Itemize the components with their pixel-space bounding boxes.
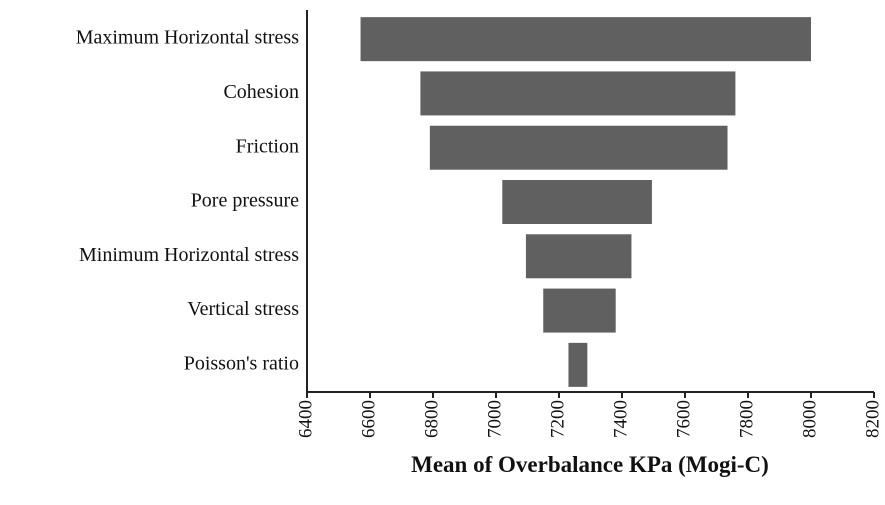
x-tick-label: 7600 (673, 400, 694, 438)
bar (543, 288, 616, 333)
x-tick-label: 6400 (295, 400, 316, 438)
bar (429, 125, 728, 170)
x-tick-label: 7200 (547, 400, 568, 438)
bar (525, 234, 632, 279)
x-axis-title: Mean of Overbalance KPa (Mogi-C) (411, 452, 769, 477)
y-tick-label: Poisson's ratio (184, 352, 299, 374)
bar (360, 17, 811, 62)
y-tick-label: Cohesion (223, 81, 299, 103)
y-tick-label: Friction (236, 135, 299, 157)
y-tick-label: Minimum Horizontal stress (79, 244, 299, 266)
x-tick-label: 7400 (610, 400, 631, 438)
y-tick-label: Vertical stress (187, 298, 299, 320)
x-tick-label: 7000 (484, 400, 505, 438)
bar (502, 180, 652, 224)
y-tick-label: Maximum Horizontal stress (76, 27, 300, 49)
x-tick-label: 6800 (421, 400, 442, 438)
y-tick-label: Pore pressure (191, 190, 299, 212)
x-tick-label: 8000 (799, 400, 820, 438)
x-tick-label: 7800 (736, 400, 757, 438)
bar (568, 342, 588, 387)
x-tick-label: 8200 (862, 400, 883, 438)
bar (420, 71, 736, 116)
x-tick-label: 6600 (358, 400, 379, 438)
